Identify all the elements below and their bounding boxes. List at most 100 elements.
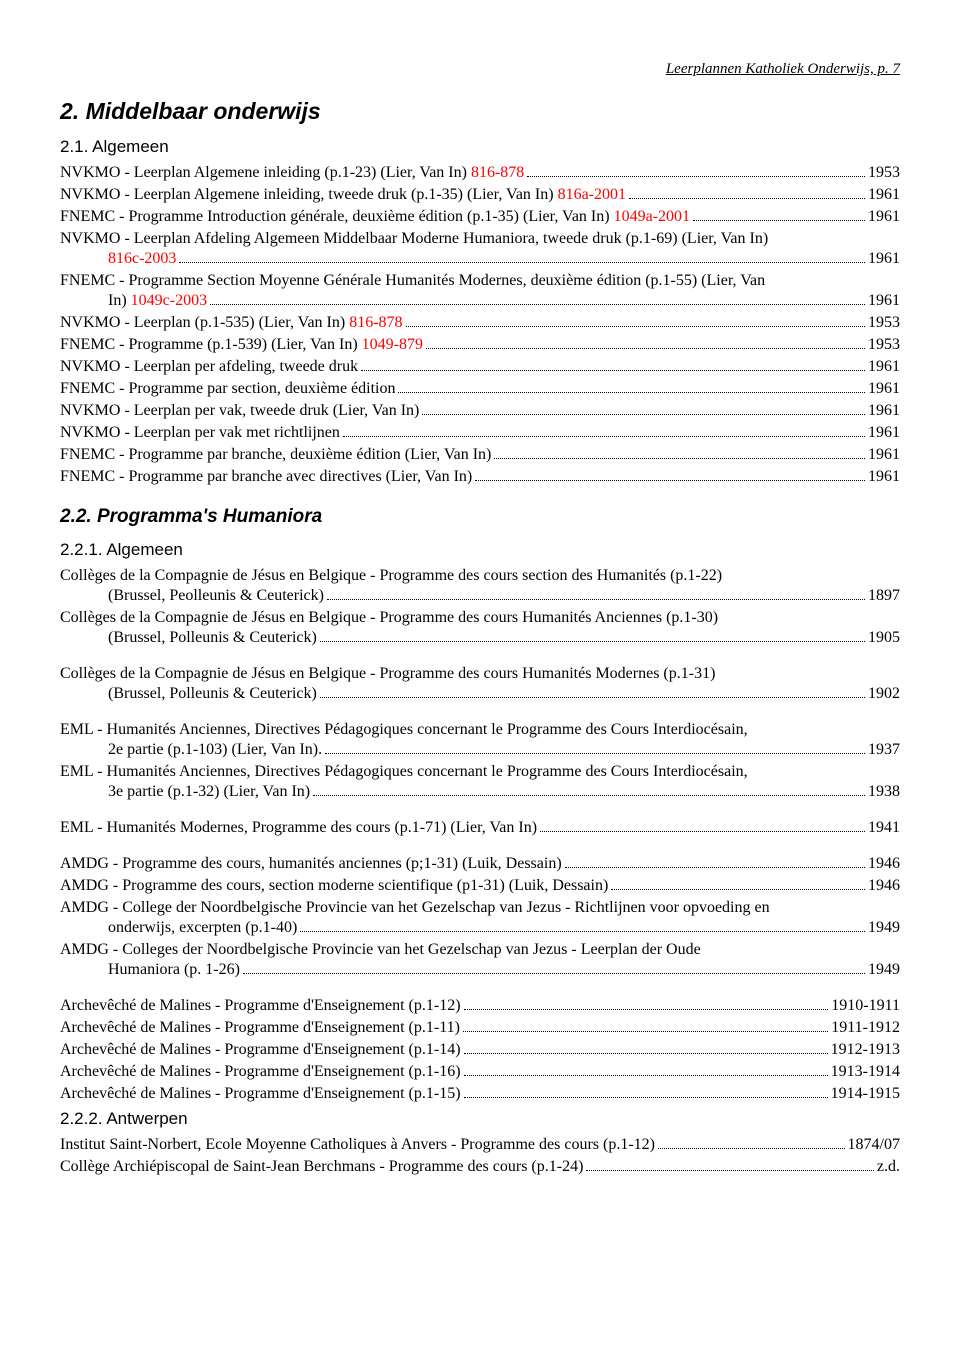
section-2-title: 2. Middelbaar onderwijs — [60, 97, 900, 126]
entry-year: 1953 — [868, 313, 900, 333]
entry-line: Archevêché de Malines - Programme d'Ense… — [60, 1084, 900, 1104]
leader-dots — [463, 1019, 828, 1032]
entry-text: FNEMC - Programme (p.1-539) (Lier, Van I… — [60, 335, 423, 355]
leader-dots — [693, 208, 865, 221]
section-2-2-2-title: 2.2.2. Antwerpen — [60, 1108, 900, 1129]
entry-year: 1961 — [868, 467, 900, 487]
leader-dots — [464, 997, 829, 1010]
entry-line: Archevêché de Malines - Programme d'Ense… — [60, 996, 900, 1016]
entry-year: 1961 — [868, 423, 900, 443]
entry-text: AMDG - Colleges der Noordbelgische Provi… — [60, 940, 900, 960]
entry: AMDG - Programme des cours, humanités an… — [60, 854, 900, 874]
entry-ref: 1049a-2001 — [614, 208, 690, 225]
entry-text: (Brussel, Polleunis & Ceuterick) — [84, 684, 317, 704]
leader-dots — [629, 186, 865, 199]
entry-text: NVKMO - Leerplan per vak met richtlijnen — [60, 423, 340, 443]
entry-year: 1913-1914 — [831, 1062, 900, 1082]
entry: Collèges de la Compagnie de Jésus en Bel… — [60, 566, 900, 606]
entry-text: In) 1049c-2003 — [84, 291, 207, 311]
entry-text: FNEMC - Programme Section Moyenne Généra… — [60, 271, 900, 291]
entry-year: 1961 — [868, 357, 900, 377]
leader-dots — [243, 961, 865, 974]
entry-text: Archevêché de Malines - Programme d'Ense… — [60, 1018, 460, 1038]
entry-text: Humaniora (p. 1-26) — [84, 960, 240, 980]
leader-dots — [343, 424, 865, 437]
entry: NVKMO - Leerplan per vak, tweede druk (L… — [60, 401, 900, 421]
entry: Archevêché de Malines - Programme d'Ense… — [60, 1018, 900, 1038]
entry-line: FNEMC - Programme Introduction générale,… — [60, 207, 900, 227]
entry-line: (Brussel, Polleunis & Ceuterick) 1905 — [60, 628, 900, 648]
group-gap — [60, 982, 900, 996]
leader-dots — [327, 587, 865, 600]
entry-ref: 816-878 — [471, 164, 524, 181]
leader-dots — [426, 336, 865, 349]
entry-line: (Brussel, Peolleunis & Ceuterick)1897 — [60, 586, 900, 606]
entry-line: Institut Saint-Norbert, Ecole Moyenne Ca… — [60, 1135, 900, 1155]
entry-year: 1937 — [868, 740, 900, 760]
entry: Archevêché de Malines - Programme d'Ense… — [60, 1062, 900, 1082]
entry-text: NVKMO - Leerplan Algemene inleiding (p.1… — [60, 163, 524, 183]
entry-line: AMDG - Programme des cours, humanités an… — [60, 854, 900, 874]
entry-year: 1905 — [868, 628, 900, 648]
entry-year: z.d. — [877, 1157, 900, 1177]
entry: FNEMC - Programme (p.1-539) (Lier, Van I… — [60, 335, 900, 355]
entry-text: (Brussel, Polleunis & Ceuterick) — [84, 628, 317, 648]
leader-dots — [325, 741, 865, 754]
entry: FNEMC - Programme par branche avec direc… — [60, 467, 900, 487]
entry: NVKMO - Leerplan per vak met richtlijnen… — [60, 423, 900, 443]
entry-ref: 816c-2003 — [108, 250, 176, 267]
leader-dots — [540, 819, 865, 832]
entry: Institut Saint-Norbert, Ecole Moyenne Ca… — [60, 1135, 900, 1155]
leader-dots — [179, 250, 865, 263]
entry-line: onderwijs, excerpten (p.1-40)1949 — [60, 918, 900, 938]
group-gap — [60, 804, 900, 818]
entry-text: Collèges de la Compagnie de Jésus en Bel… — [60, 608, 900, 628]
entry-text: Archevêché de Malines - Programme d'Ense… — [60, 1084, 461, 1104]
group-gap — [60, 650, 900, 664]
leader-dots — [464, 1085, 828, 1098]
leader-dots — [494, 446, 865, 459]
entry: Archevêché de Malines - Programme d'Ense… — [60, 1084, 900, 1104]
entry-line: In) 1049c-20031961 — [60, 291, 900, 311]
entry-line: 2e partie (p.1-103) (Lier, Van In).1937 — [60, 740, 900, 760]
entry-text: AMDG - College der Noordbelgische Provin… — [60, 898, 900, 918]
entry-year: 1953 — [868, 335, 900, 355]
entry-text: FNEMC - Programme par section, deuxième … — [60, 379, 395, 399]
leader-dots — [406, 314, 865, 327]
entry-text: NVKMO - Leerplan per vak, tweede druk (L… — [60, 401, 419, 421]
entry-line: 816c-20031961 — [60, 249, 900, 269]
entry-line: FNEMC - Programme par branche, deuxième … — [60, 445, 900, 465]
entry-text: FNEMC - Programme Introduction générale,… — [60, 207, 690, 227]
entry-year: 1961 — [868, 185, 900, 205]
entry-ref: 816-878 — [349, 314, 402, 331]
section-2-1-list: NVKMO - Leerplan Algemene inleiding (p.1… — [60, 163, 900, 487]
entry-year: 1949 — [868, 960, 900, 980]
entry-text: Archevêché de Malines - Programme d'Ense… — [60, 1040, 461, 1060]
group-gap — [60, 840, 900, 854]
entry-year: 1961 — [868, 207, 900, 227]
entry-text: NVKMO - Leerplan Afdeling Algemeen Midde… — [60, 229, 900, 249]
section-2-2-1-title: 2.2.1. Algemeen — [60, 539, 900, 560]
entry-year: 1914-1915 — [831, 1084, 900, 1104]
entry-text: NVKMO - Leerplan per afdeling, tweede dr… — [60, 357, 358, 377]
entry-year: 1874/07 — [848, 1135, 900, 1155]
entry: FNEMC - Programme Section Moyenne Généra… — [60, 271, 900, 311]
leader-dots — [398, 380, 865, 393]
entry: NVKMO - Leerplan Algemene inleiding, twe… — [60, 185, 900, 205]
entry-line: NVKMO - Leerplan per vak, tweede druk (L… — [60, 401, 900, 421]
leader-dots — [464, 1063, 828, 1076]
leader-dots — [313, 783, 865, 796]
leader-dots — [361, 358, 865, 371]
entry-text: Institut Saint-Norbert, Ecole Moyenne Ca… — [60, 1135, 655, 1155]
entry-year: 1961 — [868, 401, 900, 421]
leader-dots — [320, 629, 865, 642]
entry-ref: 1049-879 — [362, 336, 423, 353]
entry-year: 1910-1911 — [831, 996, 900, 1016]
entry-line: FNEMC - Programme par branche avec direc… — [60, 467, 900, 487]
entry-line: Archevêché de Malines - Programme d'Ense… — [60, 1062, 900, 1082]
page-header: Leerplannen Katholiek Onderwijs, p. 7 — [60, 60, 900, 79]
leader-dots — [422, 402, 865, 415]
leader-dots — [658, 1136, 845, 1149]
entry: EML - Humanités Anciennes, Directives Pé… — [60, 720, 900, 760]
entry-line: Archevêché de Malines - Programme d'Ense… — [60, 1040, 900, 1060]
